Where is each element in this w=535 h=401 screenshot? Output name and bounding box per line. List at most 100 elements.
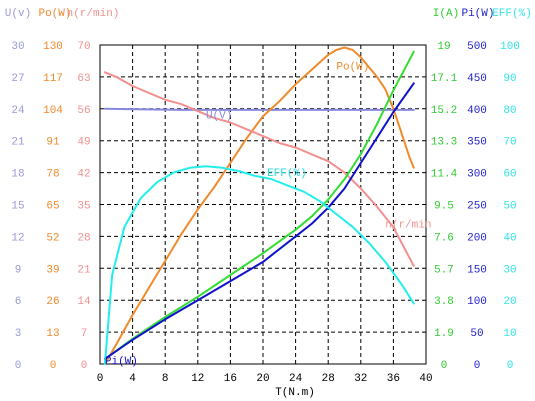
left-axis-tick-po-w: 78 <box>46 169 59 181</box>
left-axis-tick-u-v: 21 <box>11 137 25 149</box>
left-axis-tick-n-r-min: 49 <box>77 137 90 149</box>
plot-frame <box>99 44 427 365</box>
left-axis-tick-u-v: 12 <box>11 232 24 244</box>
right-axis-title-i-a: I(A) <box>433 8 459 20</box>
series <box>103 46 415 365</box>
left-axis-title-u-v: U(v) <box>5 8 31 20</box>
right-axis-tick-eff: 90 <box>503 73 516 85</box>
right-axis-tick-i-a: 5.7 <box>434 264 454 276</box>
series-label-eff: EFF(%) <box>267 168 307 180</box>
right-axis-tick-i-a: 9.5 <box>434 201 454 213</box>
right-axis-tick-pi-w: 300 <box>467 169 487 181</box>
x-axis-label: T(N.m) <box>275 387 315 399</box>
right-axes: 01.93.85.77.69.511.413.315.217.119050100… <box>431 41 520 372</box>
left-axis-tick-po-w: 26 <box>46 296 59 308</box>
right-axis-tick-eff: 100 <box>500 41 520 53</box>
left-axis-tick-n-r-min: 63 <box>77 73 90 85</box>
x-axis-tick: 24 <box>289 373 303 385</box>
right-axis-tick-pi-w: 200 <box>467 232 487 244</box>
right-axis-tick-i-a: 7.6 <box>434 232 454 244</box>
x-axis-tick: 12 <box>191 373 204 385</box>
x-axis: 0 4 8 12 16 20 24 28 32 36 40 <box>97 373 433 385</box>
axis-titles: U(v) Po(W)n(r/min) I(A) Pi(W)EFF(%) <box>5 8 532 20</box>
right-axis-tick-eff: 70 <box>503 137 516 149</box>
right-axis-tick-pi-w: 450 <box>467 73 487 85</box>
left-axis-tick-u-v: 0 <box>15 360 22 372</box>
right-axis-tick-eff: 50 <box>503 201 516 213</box>
right-axis-tick-i-a: 0 <box>441 360 448 372</box>
right-axis-tick-i-a: 3.8 <box>434 296 454 308</box>
left-axis-tick-n-r-min: 56 <box>77 105 90 117</box>
left-axis-tick-u-v: 3 <box>15 328 22 340</box>
right-axis-tick-pi-w: 150 <box>467 264 487 276</box>
left-axis-tick-n-r-min: 42 <box>77 169 90 181</box>
x-axis-tick: 32 <box>354 373 367 385</box>
left-axis-tick-po-w: 39 <box>46 264 59 276</box>
series-label-po-w: Po(W) <box>336 62 369 74</box>
left-axis-tick-po-w: 117 <box>43 73 63 85</box>
x-axis-tick: 0 <box>97 373 104 385</box>
left-axis-tick-n-r-min: 70 <box>77 41 90 53</box>
left-axis-tick-n-r-min: 35 <box>77 201 90 213</box>
left-axis-tick-n-r-min: 28 <box>77 232 90 244</box>
series-line-n-r-min <box>103 71 415 267</box>
x-axis-tick: 16 <box>224 373 237 385</box>
left-axis-tick-po-w: 0 <box>50 360 57 372</box>
right-axis-tick-pi-w: 400 <box>467 105 487 117</box>
right-axis-tick-pi-w: 500 <box>467 41 487 53</box>
left-axis-tick-po-w: 52 <box>46 232 59 244</box>
left-axis-tick-po-w: 104 <box>43 105 63 117</box>
right-axis-tick-eff: 40 <box>503 232 516 244</box>
x-axis-tick: 36 <box>387 373 400 385</box>
right-axis-tick-pi-w: 350 <box>467 137 487 149</box>
right-axis-tick-eff: 30 <box>503 264 516 276</box>
right-axis-title-pi-w: Pi(W) <box>461 8 494 20</box>
right-axis-tick-pi-w: 50 <box>470 328 483 340</box>
x-axis-tick: 8 <box>162 373 169 385</box>
x-axis-tick: 20 <box>256 373 269 385</box>
right-axis-tick-eff: 0 <box>507 360 514 372</box>
right-axis-tick-i-a: 15.2 <box>431 105 457 117</box>
right-axis-tick-eff: 80 <box>503 105 516 117</box>
right-axis-tick-eff: 60 <box>503 169 516 181</box>
right-axis-tick-i-a: 19 <box>437 41 450 53</box>
series-label-u-v: U(V) <box>206 110 232 122</box>
right-axis-tick-i-a: 11.4 <box>431 169 458 181</box>
left-axis-tick-u-v: 30 <box>11 41 24 53</box>
left-axis-tick-n-r-min: 0 <box>81 360 88 372</box>
left-axis-tick-n-r-min: 21 <box>77 264 91 276</box>
left-axis-title-po-w: Po(W) <box>38 8 71 20</box>
left-axis-tick-n-r-min: 14 <box>77 296 91 308</box>
series-line-eff <box>103 165 415 365</box>
series-label-pi-w: Pi(W) <box>105 356 138 368</box>
right-axis-tick-eff: 20 <box>503 296 516 308</box>
right-axis-tick-pi-w: 100 <box>467 296 487 308</box>
series-label-n-r-min: n(r/min <box>385 219 431 231</box>
annotations: U(V) Po(W) n(r/min EFF(%) Pi(W) <box>105 62 432 368</box>
right-axis-tick-pi-w: 250 <box>467 201 487 213</box>
x-axis-tick: 28 <box>322 373 335 385</box>
left-axis-tick-po-w: 130 <box>43 41 63 53</box>
left-axis-tick-po-w: 13 <box>46 328 59 340</box>
left-axis-tick-u-v: 9 <box>15 264 22 276</box>
left-axis-tick-po-w: 91 <box>46 137 60 149</box>
x-axis-tick: 40 <box>419 373 432 385</box>
left-axis-title-n-r-min: n(r/min) <box>67 8 120 20</box>
series-line-po-w <box>103 46 415 365</box>
series-line-u-v <box>103 107 415 111</box>
left-axis-tick-po-w: 65 <box>46 201 59 213</box>
left-axis-tick-u-v: 15 <box>11 201 24 213</box>
right-axis-tick-i-a: 1.9 <box>434 328 454 340</box>
right-axis-title-eff: EFF(%) <box>492 8 532 20</box>
left-axis-tick-u-v: 18 <box>11 169 24 181</box>
series-line-i-a <box>103 50 415 360</box>
series-line-pi-w <box>103 82 415 360</box>
left-axis-tick-u-v: 6 <box>15 296 22 308</box>
grid <box>99 44 427 365</box>
left-axis-tick-u-v: 24 <box>11 105 25 117</box>
right-axis-tick-i-a: 17.1 <box>431 73 458 85</box>
left-axes: 0 3 6 9 12 15 18 21 24 27 30 0 13 26 39 52 65 78 91 104 117 1… <box>11 41 91 372</box>
left-axis-tick-u-v: 27 <box>11 73 24 85</box>
left-axis-tick-n-r-min: 7 <box>81 328 88 340</box>
